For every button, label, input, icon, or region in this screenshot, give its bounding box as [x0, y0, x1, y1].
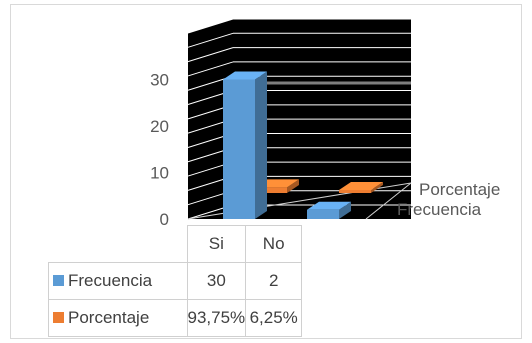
- table-header-cell: Si: [186, 225, 247, 263]
- table-row-header: Porcentaje: [48, 299, 188, 337]
- bar-frecuencia-si: [223, 71, 267, 219]
- table-cell: 6,25%: [245, 299, 303, 337]
- y-tick-label: 30: [150, 71, 169, 90]
- table-cell: 2: [245, 262, 303, 300]
- table-row-header: Frecuencia: [48, 262, 188, 300]
- table-row: Porcentaje 93,75% 6,25%: [48, 299, 303, 337]
- bar-top: [339, 182, 383, 190]
- table-row: Frecuencia 30 2: [48, 262, 303, 300]
- series-name: Frecuencia: [68, 271, 153, 290]
- bars: [223, 71, 383, 219]
- data-table: Si No Frecuencia 30 2 Porcentaje 93,75% …: [48, 225, 303, 337]
- floor: [188, 183, 411, 219]
- table-cell: 93,75%: [186, 299, 247, 337]
- y-tick-label: 0: [160, 210, 169, 229]
- bar-face: [339, 190, 371, 193]
- depth-label-porcentaje: Porcentaje: [419, 180, 500, 199]
- y-tick-label: 20: [150, 117, 169, 136]
- gridline-diagonal: [187, 18, 234, 34]
- y-tick-label: 10: [150, 164, 169, 183]
- bar-face: [223, 79, 255, 219]
- legend-swatch-porcentaje: [53, 312, 64, 323]
- gridline-diagonal: [187, 47, 234, 63]
- series-name: Porcentaje: [68, 308, 150, 327]
- bar-face: [307, 209, 339, 219]
- bar-top: [223, 71, 267, 80]
- chart-frame: 0 10 20 30 Porcentaje Frecuencia Si No Frecu…: [10, 4, 522, 339]
- bar-frecuencia-no: [307, 201, 351, 219]
- table-cell: 30: [186, 262, 247, 300]
- bar-side: [339, 201, 351, 219]
- bar-side: [287, 179, 299, 193]
- bar-top: [307, 201, 351, 210]
- legend-swatch-frecuencia: [53, 275, 64, 286]
- bar-porcentaje-no: [339, 182, 383, 193]
- axis-depth-line: [365, 182, 412, 220]
- table-header-row: Si No: [49, 225, 303, 263]
- bar-side: [371, 182, 383, 193]
- table-header-cell: No: [245, 225, 303, 263]
- gridline-diagonal: [187, 32, 234, 48]
- y-ticks: 0 10 20 30: [150, 71, 169, 230]
- depth-label-frecuencia: Frecuencia: [397, 200, 482, 219]
- bar-side: [255, 71, 267, 219]
- gridline-diagonal: [187, 61, 234, 77]
